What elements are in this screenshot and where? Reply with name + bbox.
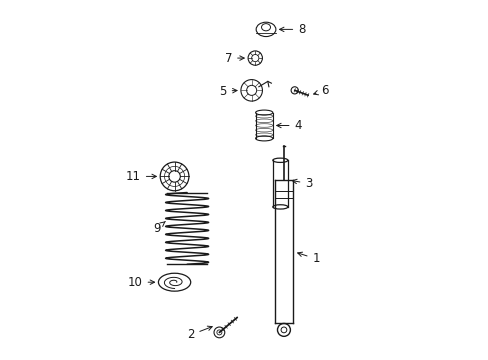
Text: 11: 11	[125, 170, 156, 183]
Text: 5: 5	[219, 85, 237, 98]
Text: 2: 2	[186, 326, 212, 341]
Text: 10: 10	[127, 276, 154, 289]
Text: 7: 7	[224, 51, 244, 64]
Text: 3: 3	[292, 177, 312, 190]
Text: 4: 4	[276, 119, 302, 132]
Text: 6: 6	[313, 84, 328, 97]
Text: 8: 8	[279, 23, 305, 36]
Text: 1: 1	[297, 252, 319, 265]
Text: 9: 9	[153, 221, 165, 235]
